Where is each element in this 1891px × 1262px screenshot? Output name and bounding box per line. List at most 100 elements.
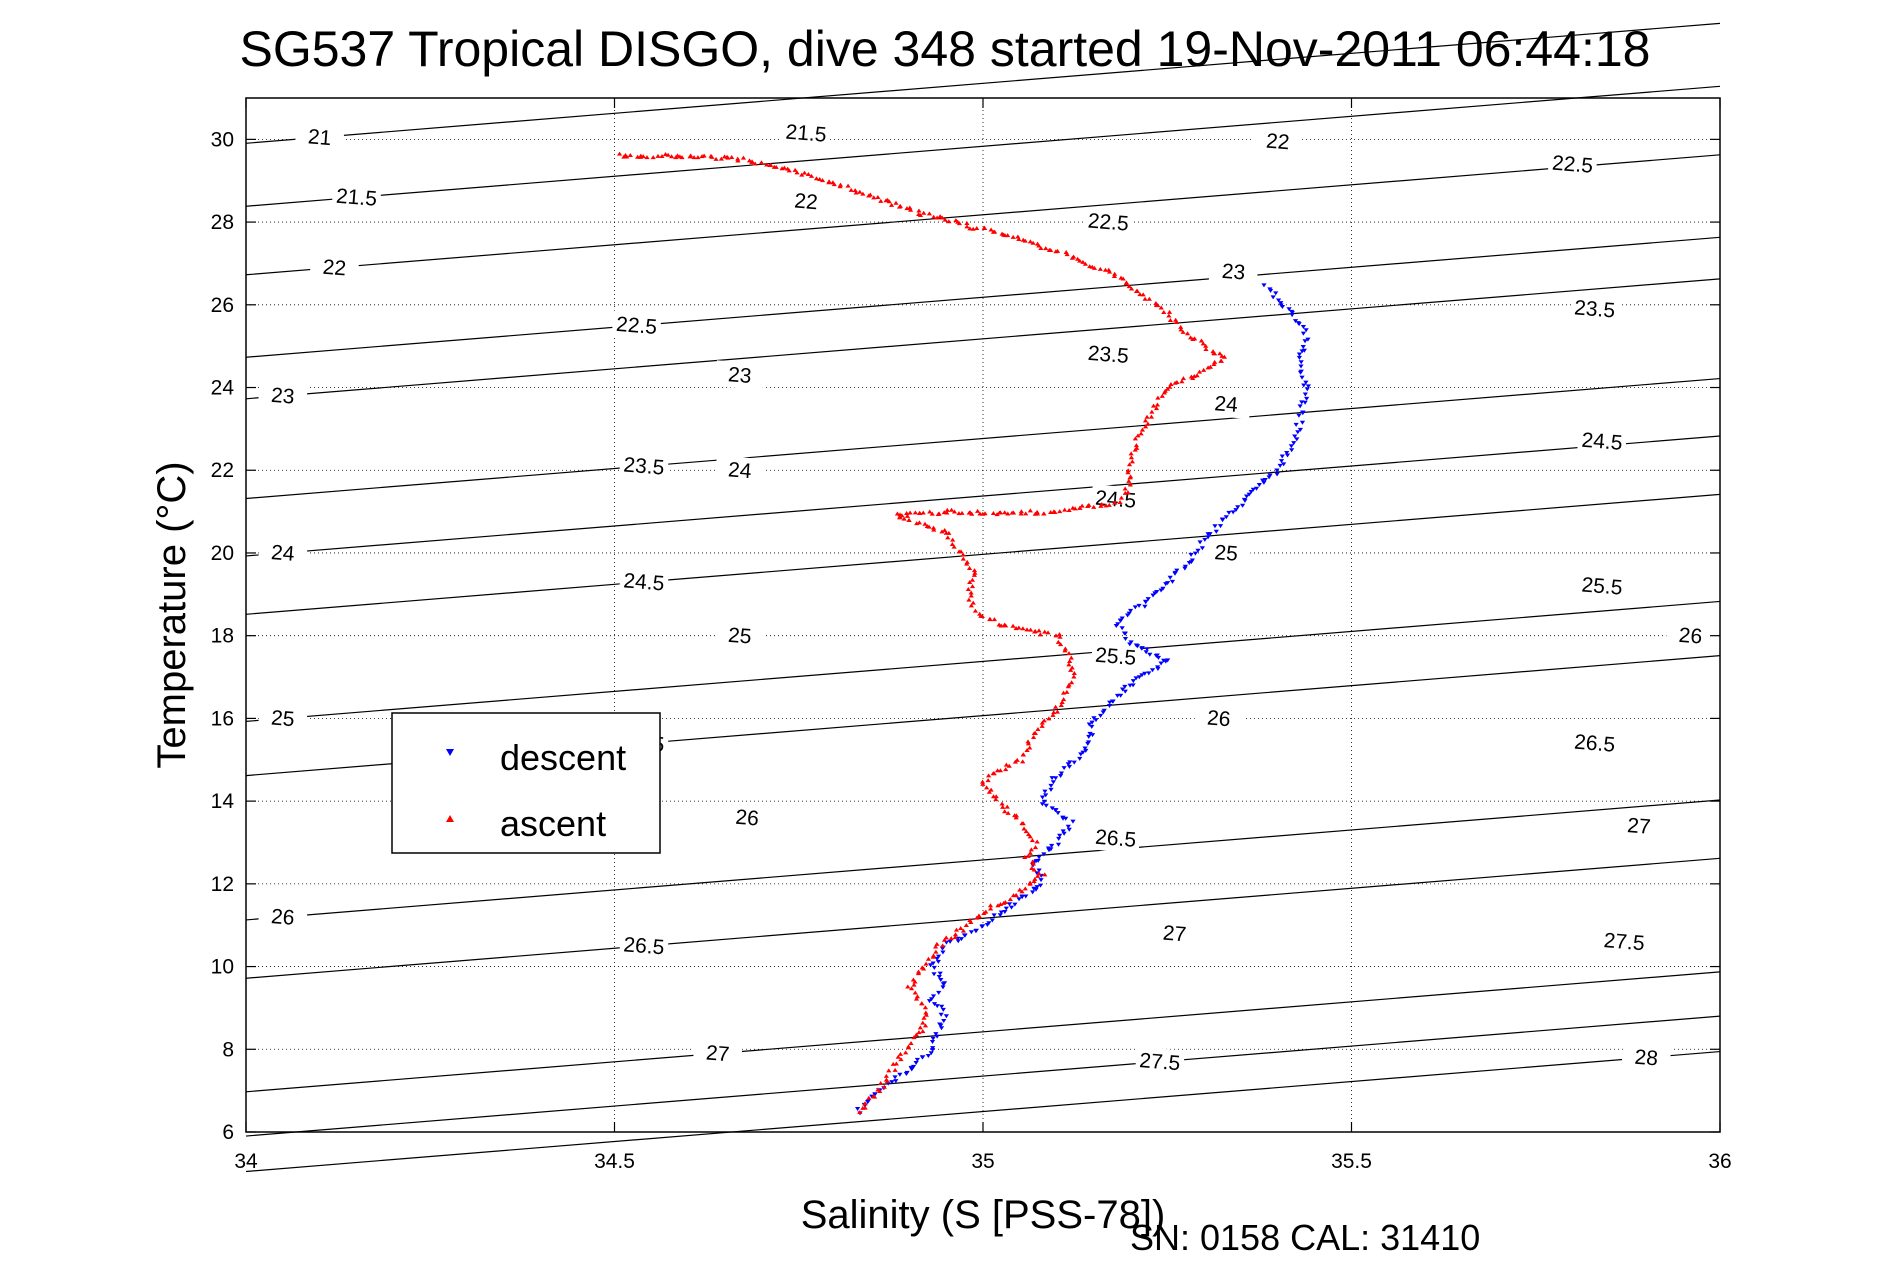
descent-point [1070,819,1076,824]
isopycnal-label: 26 [1206,706,1231,731]
ascent-point [1002,510,1008,515]
ascent-point [1203,343,1209,348]
ascent-point [998,623,1004,628]
ascent-point [927,509,933,514]
isopycnal-label-bg [1599,926,1650,957]
descent-point [1086,740,1092,745]
ascent-point [1126,478,1132,483]
y-tick-label: 28 [211,211,234,234]
descent-point [1303,380,1309,385]
ascent-point [985,778,991,783]
ascent-point [1025,739,1031,744]
ascent-point [988,787,994,792]
descent-point [893,1079,899,1084]
ascent-point [1180,376,1187,381]
ascent-point [1050,712,1056,717]
ascent-point [1029,838,1036,843]
isopycnal-label-bg [1577,571,1628,601]
y-tick-label: 18 [211,625,234,648]
ascent-point [945,535,951,540]
isopycnal-label: 27 [705,1042,730,1067]
isopycnal-label-bg [1201,538,1252,568]
descent-point [1119,687,1126,692]
ascent-point [1212,359,1218,364]
descent-point [937,1022,943,1027]
ascent-point [1064,689,1070,694]
descent-point [1016,897,1022,902]
descent-point [1055,842,1062,847]
ascent-point [904,513,911,518]
ascent-point [999,231,1005,236]
ascent-point [1020,237,1026,242]
ascent-point [662,152,669,157]
ascent-point [908,986,915,991]
ascent-point [974,508,981,513]
ascent-point [866,1095,872,1100]
ascent-point [923,1010,929,1015]
ascent-point [837,184,843,189]
descent-point [931,965,937,970]
descent-point [1305,337,1311,342]
ascent-point [930,525,937,530]
ascent-point [857,189,863,194]
isopycnal-line [245,154,1721,276]
descent-point [1071,760,1077,765]
ascent-point [905,984,911,989]
grid-lines [246,98,1720,1132]
descent-point [936,974,942,979]
ascent-point [1053,704,1059,709]
isopycnal-label: 24 [727,458,752,483]
ascent-point [1023,511,1029,516]
ascent-point [920,1020,926,1025]
ascent-point [1097,266,1103,271]
descent-point [1130,683,1136,688]
ascent-point [1035,873,1041,878]
descent-point [930,1036,936,1041]
descent-point [1284,450,1290,455]
isopycnal-label-bg [714,360,765,391]
ascent-point [1174,380,1180,385]
isopycnal-label: 24 [270,541,295,566]
ascent-point [1024,748,1030,753]
ascent-point [1068,655,1074,660]
ascent-point [1168,382,1174,387]
ascent-point [1041,718,1047,723]
descent-point [1122,689,1128,694]
ascent-point [1028,847,1034,852]
ascent-point [903,1050,909,1055]
ascent-point [1125,470,1131,475]
descent-point [1050,780,1056,785]
ascent-point [718,156,724,161]
isopycnal-line [245,236,1721,358]
ascent-point [1013,815,1019,820]
descent-point [1158,661,1164,666]
descent-point [986,921,992,926]
ascent-point [964,559,970,564]
descent-point [1217,524,1224,529]
ascent-point [893,200,899,205]
ascent-point [1028,627,1034,632]
descent-point [1049,806,1055,811]
ascent-point [1039,720,1045,725]
descent-point [1298,360,1304,365]
ascent-point [1001,622,1008,627]
descent-point [991,913,997,918]
descent-point [940,985,946,990]
isopycnal-line [245,278,1721,400]
descent-point [1122,684,1128,689]
ascent-point [1161,310,1167,315]
ascent-point [983,909,989,914]
ascent-point [970,600,976,605]
ascent-point [1102,267,1109,272]
descent-point [1056,836,1062,841]
descent-point [1130,679,1136,684]
ascent-point [967,580,973,585]
descent-point [1212,524,1218,529]
ascent-point [943,530,949,535]
ascent-point [1053,633,1059,638]
ascent-point [916,510,923,515]
ascent-point [1057,509,1063,514]
descent-point [1297,427,1303,432]
descent-point [1281,462,1287,467]
descent-point [1030,890,1036,895]
